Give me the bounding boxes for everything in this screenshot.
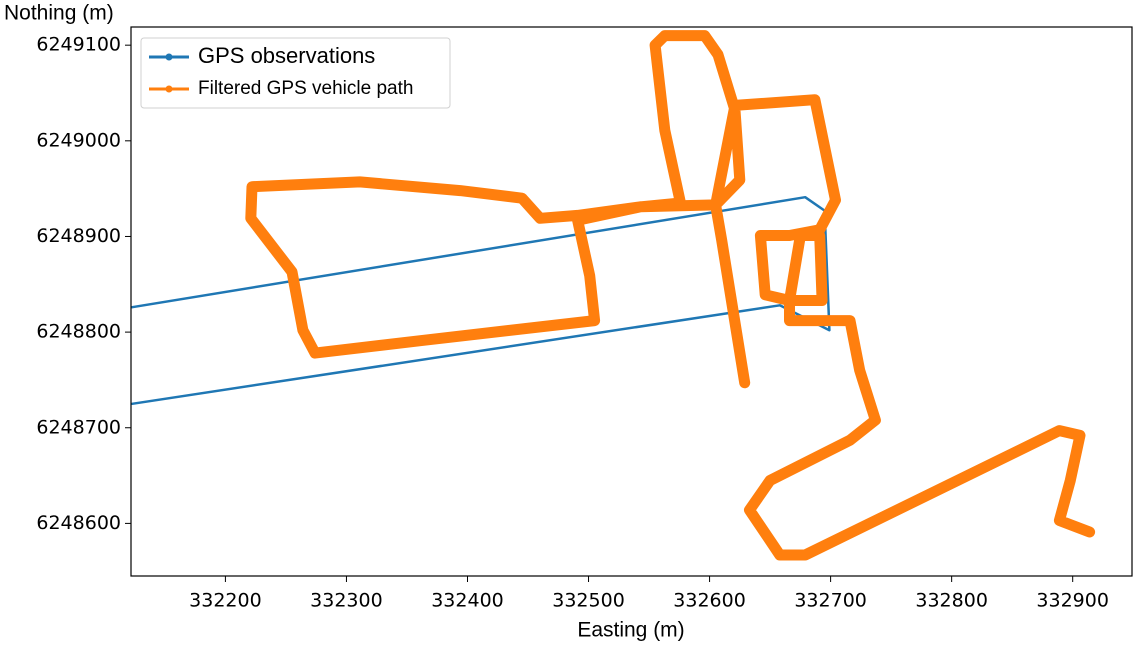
y-axis-label: Nothing (m) [4,2,114,25]
y-tick-label: 6248800 [36,321,121,343]
series-line [131,195,831,406]
x-tick-label: 332200 [189,590,262,612]
legend-label: GPS observations [198,43,375,68]
x-axis-label: Easting (m) [577,619,684,642]
x-tick-label: 332900 [1036,590,1109,612]
y-tick-label: 6249100 [36,34,121,56]
x-tick-label: 332500 [552,590,625,612]
legend-box [140,37,451,109]
y-tick-label: 6248700 [36,416,121,438]
x-tick-label: 332400 [431,590,504,612]
x-tick-label: 332700 [794,590,867,612]
legend-label: Filtered GPS vehicle path [198,78,413,99]
legend-marker [165,85,173,93]
legend-marker [165,53,173,61]
plot-frame [130,26,1133,577]
x-tick-label: 332600 [673,590,746,612]
x-tick-label: 332300 [310,590,383,612]
y-tick-label: 6249000 [36,129,121,151]
x-tick-label: 332800 [915,590,988,612]
y-tick-label: 6248600 [36,512,121,534]
y-tick-label: 6248900 [36,225,121,247]
series-line [245,30,1096,561]
legend: GPS observations Filtered GPS vehicle pat… [140,37,451,109]
